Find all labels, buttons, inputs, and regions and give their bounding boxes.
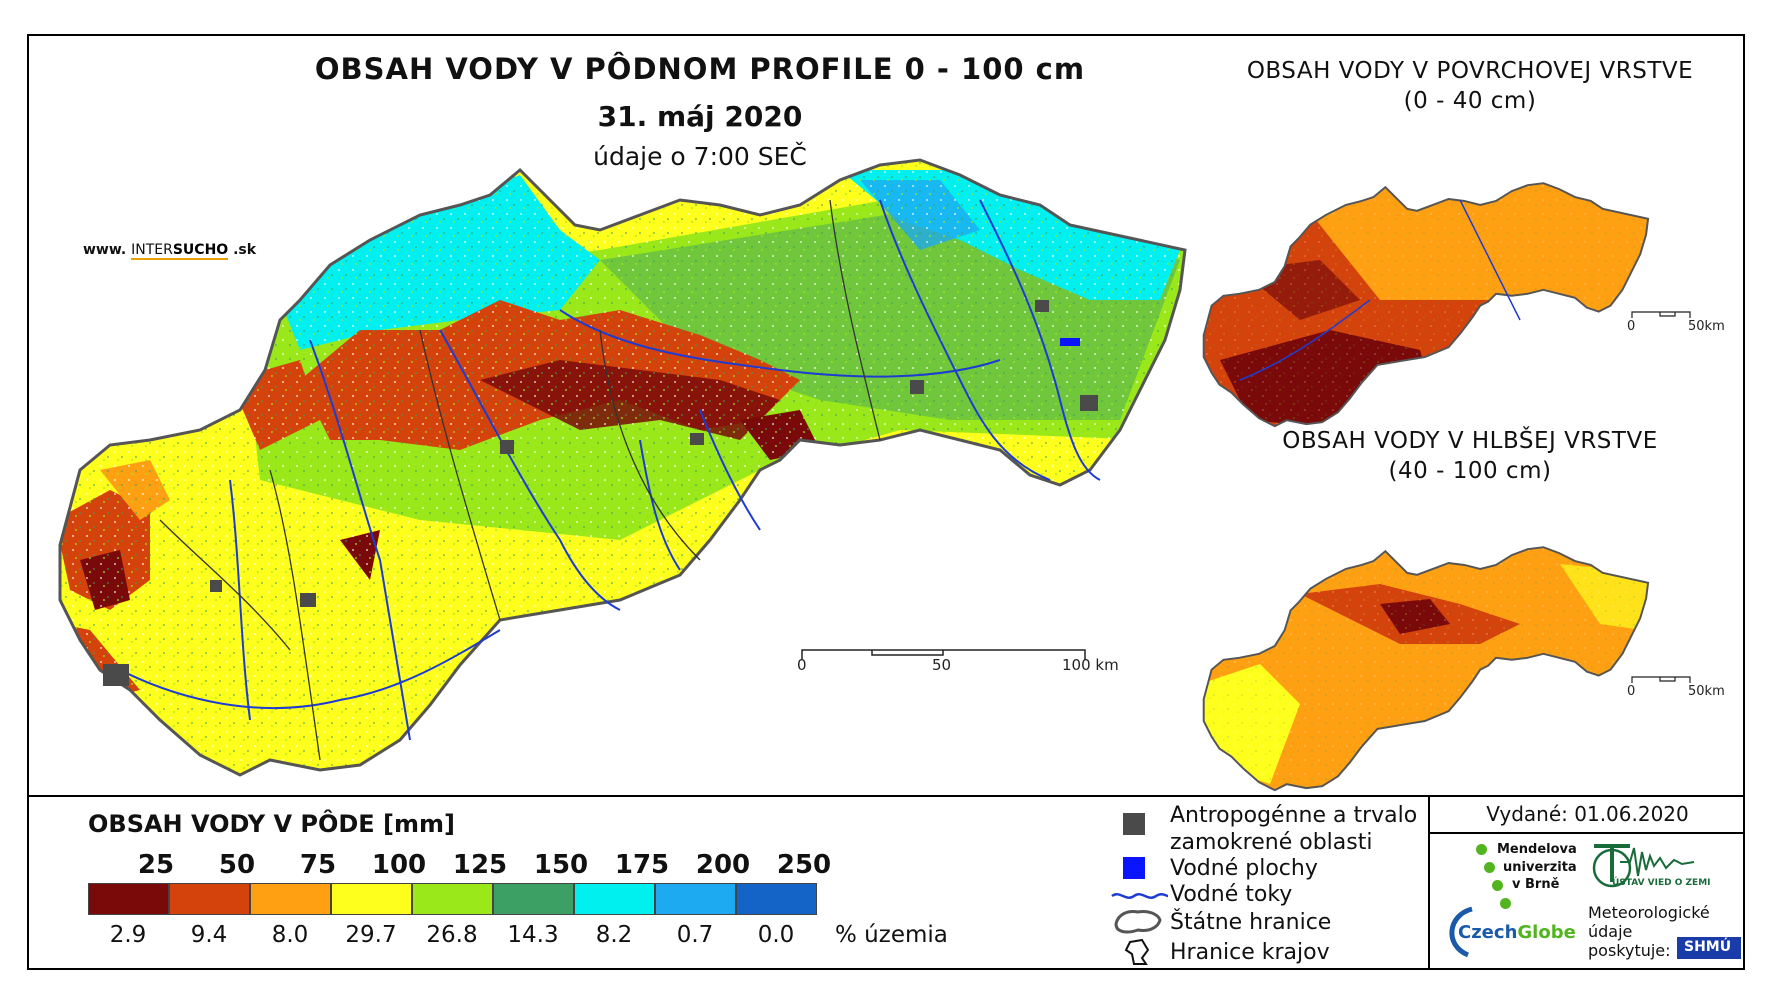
czechglobe-text-b: Globe [1517,922,1576,943]
deep-inset-subtitle: (40 - 100 cm) [1388,458,1552,484]
mendel-dot-icon [1476,844,1487,855]
legend-class-break: 150 [533,850,589,880]
deep-scalebar [1631,676,1691,683]
brand-part-a: INTER [131,242,173,258]
shmu-logo-icon [1677,937,1741,959]
mendel-text-1: Mendelova [1497,842,1577,857]
map-date: 31. máj 2020 [597,100,803,133]
ustav-logo-icon [1592,844,1695,888]
legend-title: OBSAH VODY V PÔDE [mm] [88,810,456,838]
issued-date: Vydané: 01.06.2020 [1486,802,1689,826]
legend-class-break: 25 [137,850,175,880]
legend-swatch [493,883,574,915]
legend-class-break: 75 [299,850,337,880]
surface-inset-map [1202,182,1650,428]
scale-label-50: 50 [932,656,951,674]
mendel-text-3: v Brně [1512,877,1560,892]
czechglobe-text: CzechGlobe [1458,922,1576,943]
brand-part-b: SUCHO [172,242,229,258]
legend-class-break: 125 [452,850,508,880]
shmu-text: SHMÚ [1684,939,1732,955]
legend-swatch [169,883,250,915]
legend-percent: 29.7 [345,922,397,948]
czechglobe-arc-icon [1449,906,1473,958]
legend-class-break: 200 [695,850,751,880]
surface-scale-0: 0 [1627,319,1635,334]
mendel-dot-icon [1492,880,1503,891]
ustav-text: ÚSTAV VIED O ZEMI [1612,878,1711,888]
map-title: OBSAH VODY V PÔDNOM PROFILE 0 - 100 cm [314,52,1086,86]
czechglobe-text-a: Czech [1458,922,1518,943]
legend-swatch [655,883,736,915]
river-line-icon [1111,892,1169,899]
legend-class-break: 250 [776,850,832,880]
legend-class-break: 100 [371,850,427,880]
main-scalebar [801,649,1086,660]
scale-label-100: 100 km [1062,656,1119,674]
symbol-anthropogenic-label-1: Antropogénne a trvalo [1170,803,1418,828]
symbol-region-border-label: Hranice krajov [1170,940,1330,965]
surface-scalebar [1631,311,1691,318]
legend-swatch [574,883,655,915]
legend-swatch [250,883,331,915]
website-suffix: .sk [233,242,257,258]
deep-inset-title: OBSAH VODY V HLBŠEJ VRSTVE [1282,428,1658,454]
meteo-text-3: poskytuje: [1588,941,1671,960]
main-urban-areas [103,300,1098,686]
issued-divider [1428,832,1745,834]
legend-swatch [736,883,817,915]
water-body-swatch [1123,857,1145,879]
legend-swatch [412,883,493,915]
surface-inset-title: OBSAH VODY V POVRCHOVEJ VRSTVE [1246,58,1694,84]
legend-percent: 26.8 [426,922,478,948]
logo-divider [1428,795,1430,970]
symbol-rivers-label: Vodné toky [1170,882,1293,907]
symbol-state-border-label: Štátne hranice [1170,910,1332,935]
symbol-anthropogenic-label-2: zamokrené oblasti [1170,830,1373,855]
legend-percent: 2.9 [109,922,147,948]
main-rivers [119,199,1101,741]
legend-swatch [331,883,412,915]
legend-divider [27,795,1745,797]
main-water-body [1060,338,1080,346]
legend-unit-label: % územia [835,922,948,948]
region-border-icon [1124,938,1150,965]
website-brand: INTERSUCHO [131,242,229,260]
meteo-text-1: Meteorologické [1588,903,1710,922]
main-region-borders [159,199,881,761]
mendel-dot-icon [1500,898,1511,909]
legend-percent: 0.0 [757,922,795,948]
legend-percent: 0.7 [676,922,714,948]
anthropogenic-area-swatch [1123,813,1145,835]
mendel-dot-icon [1484,862,1495,873]
legend-percent: 8.0 [271,922,309,948]
symbol-water-bodies-label: Vodné plochy [1170,856,1318,881]
deep-scale-50: 50km [1688,684,1725,699]
map-time: údaje o 7:00 SEČ [593,142,807,171]
deep-scale-0: 0 [1627,684,1635,699]
state-border-icon [1114,910,1162,934]
website-link[interactable]: www. INTERSUCHO .sk [83,242,257,260]
legend-swatch [88,883,169,915]
surface-inset-subtitle: (0 - 40 cm) [1403,88,1537,114]
mendel-text-2: univerzita [1503,860,1577,875]
legend-percent: 14.3 [507,922,559,948]
scale-label-0: 0 [797,656,807,674]
deep-inset-map [1202,546,1650,792]
website-prefix: www. [83,242,127,258]
surface-scale-50: 50km [1688,319,1725,334]
meteo-text-2: údaje [1588,922,1633,941]
legend-class-break: 175 [614,850,670,880]
legend-class-break: 50 [218,850,256,880]
legend-percent: 8.2 [595,922,633,948]
legend-percent: 9.4 [190,922,228,948]
